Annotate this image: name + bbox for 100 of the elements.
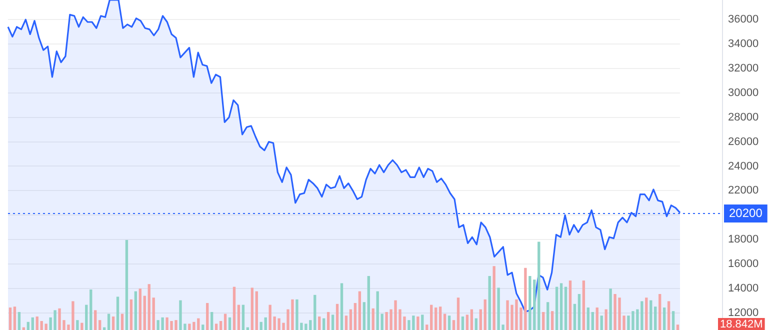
bar bbox=[452, 320, 456, 330]
bar bbox=[125, 240, 128, 330]
bar bbox=[31, 317, 34, 330]
bar bbox=[461, 316, 464, 330]
bar bbox=[582, 280, 586, 330]
bar bbox=[26, 322, 30, 330]
bar bbox=[130, 299, 133, 330]
bar bbox=[555, 286, 558, 330]
bar bbox=[354, 303, 357, 330]
y-tick-label: 36000 bbox=[728, 14, 759, 26]
bar bbox=[470, 309, 474, 330]
bar bbox=[344, 316, 348, 330]
bar bbox=[120, 314, 124, 330]
bar bbox=[426, 324, 428, 330]
bar bbox=[645, 298, 648, 330]
bar bbox=[260, 322, 262, 330]
bar bbox=[591, 312, 594, 330]
bar bbox=[264, 317, 267, 330]
bar bbox=[672, 311, 675, 330]
bar bbox=[76, 320, 79, 330]
bar bbox=[237, 304, 240, 330]
y-tick-label: 18000 bbox=[728, 234, 759, 246]
bar bbox=[443, 314, 446, 330]
bar bbox=[650, 300, 652, 330]
bar bbox=[528, 276, 532, 330]
bar bbox=[448, 316, 451, 330]
y-tick-label: 12000 bbox=[728, 306, 759, 319]
bar bbox=[98, 320, 102, 330]
bar bbox=[358, 291, 362, 330]
bar bbox=[90, 290, 92, 330]
y-tick-label: 30000 bbox=[728, 86, 759, 99]
bar bbox=[85, 304, 88, 330]
bar bbox=[340, 283, 344, 330]
y-tick-label: 26000 bbox=[728, 136, 759, 148]
bar bbox=[662, 308, 666, 330]
y-tick-label: 28000 bbox=[728, 111, 759, 124]
bar bbox=[138, 288, 142, 330]
y-tick-label: 14000 bbox=[728, 282, 759, 294]
bar bbox=[250, 288, 254, 330]
bar bbox=[654, 306, 657, 330]
bar bbox=[219, 321, 222, 330]
bar bbox=[326, 312, 330, 330]
bar bbox=[474, 318, 478, 330]
bar bbox=[456, 298, 460, 330]
bar bbox=[438, 306, 442, 330]
bar bbox=[232, 286, 236, 330]
bar bbox=[492, 266, 496, 330]
bar bbox=[112, 316, 115, 330]
bar bbox=[362, 302, 366, 330]
bar bbox=[546, 302, 550, 330]
bar bbox=[372, 308, 374, 330]
y-tick-label: 32000 bbox=[728, 62, 759, 74]
bar bbox=[604, 309, 608, 330]
bar bbox=[228, 317, 232, 330]
bar bbox=[578, 294, 581, 330]
bar bbox=[94, 310, 97, 330]
bar bbox=[331, 314, 334, 330]
bar bbox=[134, 291, 138, 330]
bar bbox=[586, 308, 590, 330]
bar bbox=[600, 316, 603, 330]
bar bbox=[107, 314, 110, 330]
text: 18.842M bbox=[720, 318, 763, 330]
bar bbox=[314, 294, 316, 330]
bar bbox=[336, 304, 339, 330]
bar bbox=[542, 312, 545, 330]
bar bbox=[349, 309, 352, 330]
bar bbox=[367, 276, 370, 330]
bar bbox=[488, 276, 491, 330]
bar bbox=[609, 288, 612, 330]
bar bbox=[210, 312, 214, 330]
y-tick-label: 34000 bbox=[728, 38, 759, 50]
bar bbox=[322, 318, 326, 330]
bar bbox=[202, 324, 204, 330]
bar bbox=[484, 299, 486, 330]
bar bbox=[466, 314, 469, 330]
bar bbox=[568, 280, 572, 330]
y-tick-label: 16000 bbox=[728, 258, 759, 270]
bar bbox=[434, 308, 438, 330]
bar bbox=[242, 304, 245, 330]
bar bbox=[116, 296, 120, 330]
bar bbox=[13, 306, 16, 330]
bar bbox=[206, 303, 209, 330]
bar bbox=[36, 316, 38, 330]
y-tick-label: 22000 bbox=[728, 184, 759, 197]
bar bbox=[667, 301, 670, 330]
bar bbox=[214, 324, 218, 330]
bar bbox=[596, 308, 598, 330]
bar bbox=[573, 304, 576, 330]
bar bbox=[255, 291, 258, 330]
bar bbox=[18, 312, 21, 330]
bar bbox=[538, 242, 540, 330]
bar bbox=[658, 294, 662, 330]
bar bbox=[421, 314, 424, 330]
ref-line-label: 20200 bbox=[729, 206, 763, 220]
bar bbox=[430, 304, 433, 330]
bar bbox=[550, 311, 554, 330]
y-tick-label: 24000 bbox=[728, 160, 759, 172]
bar bbox=[560, 283, 563, 330]
bar bbox=[44, 324, 48, 330]
bar bbox=[224, 314, 227, 330]
